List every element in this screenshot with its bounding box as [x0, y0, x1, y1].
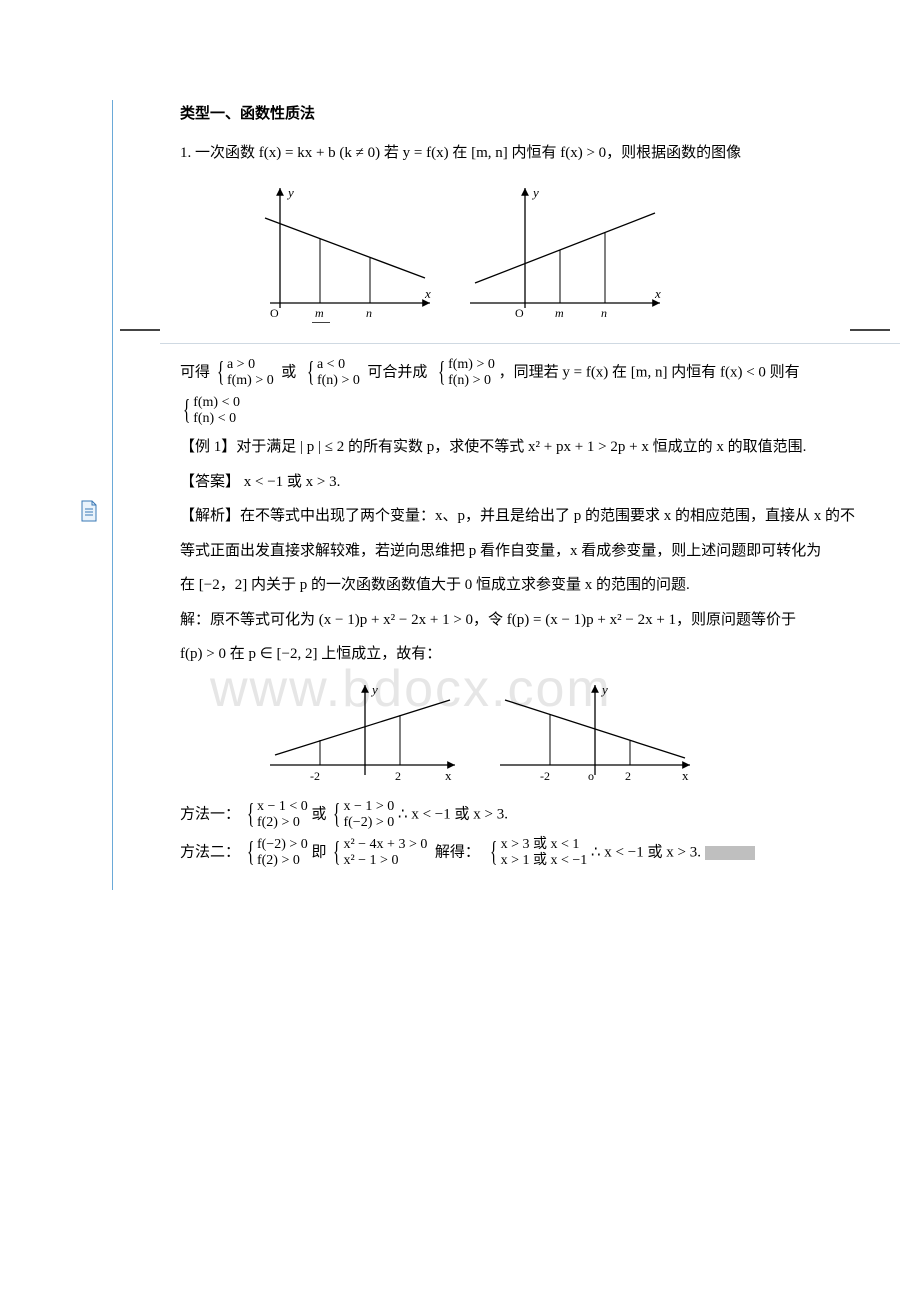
example-text: 对于满足 | p | ≤ 2 的所有实数 p，求使不等式 x² + px + 1…: [236, 439, 806, 455]
svg-text:-2: -2: [310, 769, 320, 783]
svg-text:2: 2: [625, 769, 631, 783]
solve-line-2: f(p) > 0 在 p ∈ [−2, 2] 上恒成立，故有：: [180, 640, 860, 669]
answer-line: 【答案】 x < −1 或 x > 3.: [180, 468, 860, 497]
m2-b2: x² − 1 > 0: [343, 853, 427, 869]
cond-mid: 可合并成: [367, 365, 427, 381]
svg-text:m: m: [315, 306, 324, 320]
m2-b1: x² − 4x + 3 > 0: [343, 837, 427, 853]
document-icon: [80, 500, 98, 522]
m2-c1: x > 3 或 x < 1: [501, 837, 588, 853]
condition-result: { f(m) < 0 f(n) < 0: [180, 395, 860, 427]
parse-1: 在不等式中出现了两个变量：x、p，并且是给出了 p 的范围要求 x 的相应范围，…: [240, 508, 855, 524]
svg-text:y: y: [600, 682, 608, 697]
m2-a1: f(−2) > 0: [257, 837, 308, 853]
svg-text:x: x: [445, 768, 452, 783]
svg-text:n: n: [366, 306, 372, 320]
top-graphs: y x O m n y x O: [220, 173, 680, 323]
parse-line-3: 在 [−2，2] 内关于 p 的一次函数函数值大于 0 恒成立求参变量 x 的范…: [180, 571, 860, 600]
m1-tail: ∴ x < −1 或 x > 3.: [398, 806, 508, 822]
m1-b2: f(−2) > 0: [343, 815, 394, 831]
m2-sol: 解得：: [435, 845, 480, 861]
method-1-label: 方法一：: [180, 806, 240, 822]
svg-text:O: O: [270, 306, 279, 320]
solve-line-1: 解：原不等式可化为 (x − 1)p + x² − 2x + 1 > 0，令 f…: [180, 606, 860, 635]
cond1-a: a > 0: [227, 357, 274, 373]
method-1: 方法一： { x − 1 < 0 f(2) > 0 或 { x − 1 > 0 …: [180, 799, 860, 831]
m1-a2: f(2) > 0: [257, 815, 308, 831]
cond-prefix: 可得: [180, 365, 210, 381]
cond2-a: a < 0: [317, 357, 360, 373]
svg-text:x: x: [682, 768, 689, 783]
parse-label: 【解析】: [180, 508, 240, 524]
svg-text:O: O: [515, 306, 524, 320]
svg-text:2: 2: [395, 769, 401, 783]
svg-text:m: m: [555, 306, 564, 320]
method-2: 方法二： { f(−2) > 0 f(2) > 0 即 { x² − 4x + …: [180, 837, 860, 869]
method-2-label: 方法二：: [180, 845, 240, 861]
m2-tail: ∴ x < −1 或 x > 3.: [591, 845, 701, 861]
cond-tail: ，同理若 y = f(x) 在 [m, n] 内恒有 f(x) < 0 则有: [499, 365, 800, 381]
cond3-b: f(n) > 0: [448, 373, 495, 389]
svg-text:y: y: [531, 185, 539, 200]
example-label: 【例 1】: [180, 439, 236, 455]
answer-label: 【答案】: [180, 474, 240, 490]
condition-line: 可得 { a > 0 f(m) > 0 或 { a < 0 f(n) > 0 可…: [180, 357, 860, 389]
svg-text:x: x: [654, 286, 661, 301]
m1-a1: x − 1 < 0: [257, 799, 308, 815]
example-1: 【例 1】对于满足 | p | ≤ 2 的所有实数 p，求使不等式 x² + p…: [180, 433, 860, 462]
cond-or-1: 或: [281, 365, 296, 381]
cond4-a: f(m) < 0: [193, 395, 240, 411]
bottom-graphs: y x -2 2 y x -2: [260, 675, 700, 795]
svg-text:n: n: [601, 306, 607, 320]
svg-text:x: x: [424, 286, 431, 301]
left-margin-rule: [112, 100, 113, 890]
svg-text:y: y: [286, 185, 294, 200]
cond3-a: f(m) > 0: [448, 357, 495, 373]
parse-line-1: 【解析】在不等式中出现了两个变量：x、p，并且是给出了 p 的范围要求 x 的相…: [180, 502, 860, 531]
answer-text: x < −1 或 x > 3.: [240, 474, 340, 490]
cond4-b: f(n) < 0: [193, 411, 240, 427]
svg-text:y: y: [370, 682, 378, 697]
m2-a2: f(2) > 0: [257, 853, 308, 869]
cond1-b: f(m) > 0: [227, 373, 274, 389]
m2-c2: x > 1 或 x < −1: [501, 853, 588, 869]
cond-or-2: 或: [312, 806, 327, 822]
parse-line-2: 等式正面出发直接求解较难，若逆向思维把 p 看作自变量，x 看成参变量，则上述问…: [180, 537, 860, 566]
section-heading: 类型一、函数性质法: [180, 100, 860, 129]
m1-b1: x − 1 > 0: [343, 799, 394, 815]
redaction-box: [705, 846, 755, 860]
m2-mid: 即: [312, 845, 327, 861]
intro-line: 1. 一次函数 f(x) = kx + b (k ≠ 0) 若 y = f(x)…: [180, 139, 860, 168]
cond2-b: f(n) > 0: [317, 373, 360, 389]
svg-text:o: o: [588, 769, 594, 783]
svg-text:-2: -2: [540, 769, 550, 783]
